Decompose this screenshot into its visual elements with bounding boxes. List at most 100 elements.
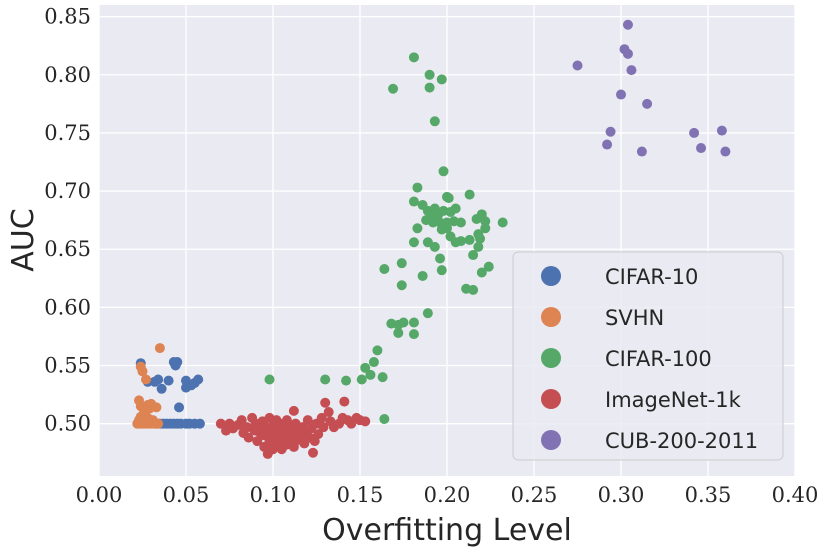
data-point xyxy=(193,374,204,385)
data-point xyxy=(372,345,383,356)
data-point xyxy=(443,193,454,204)
legend-label: SVHN xyxy=(605,306,664,330)
data-point xyxy=(689,127,700,138)
y-tick-label: 0.85 xyxy=(44,5,91,29)
x-tick-label: 0.05 xyxy=(163,483,210,507)
data-point xyxy=(716,125,727,136)
data-point xyxy=(142,400,153,411)
data-point xyxy=(174,402,185,413)
data-point xyxy=(236,415,247,426)
data-point xyxy=(622,19,633,30)
data-point xyxy=(137,418,148,429)
x-axis-label: Overfitting Level xyxy=(322,513,572,548)
data-point xyxy=(428,217,439,228)
x-tick-label: 0.10 xyxy=(250,483,297,507)
data-point xyxy=(473,241,484,252)
data-point xyxy=(252,436,263,447)
data-point xyxy=(435,253,446,264)
x-tick-label: 0.20 xyxy=(424,483,471,507)
data-point xyxy=(412,223,423,234)
data-point xyxy=(622,48,633,59)
legend-label: ImageNet-1k xyxy=(605,388,742,412)
data-point xyxy=(602,139,613,150)
data-point xyxy=(153,418,164,429)
legend-marker xyxy=(541,307,561,327)
data-point xyxy=(170,360,181,371)
data-point xyxy=(151,402,162,413)
legend-label: CIFAR-10 xyxy=(605,265,698,289)
data-point xyxy=(341,375,352,386)
y-tick-label: 0.65 xyxy=(44,237,91,261)
data-point xyxy=(313,429,324,440)
data-point xyxy=(438,166,449,177)
data-point xyxy=(365,369,376,380)
data-point xyxy=(480,223,491,234)
data-point xyxy=(137,366,148,377)
legend-label: CIFAR-100 xyxy=(605,347,712,371)
legend: CIFAR-10 SVHN CIFAR-100 ImageNet-1k CUB-200-… xyxy=(512,251,784,461)
data-point xyxy=(302,415,313,426)
data-point xyxy=(636,146,647,157)
data-point xyxy=(320,374,331,385)
data-point xyxy=(276,419,287,430)
x-axis-ticks: 0.00 0.05 0.10 0.15 0.20 0.25 0.30 0.35 0.40 xyxy=(76,483,819,507)
y-tick-label: 0.60 xyxy=(44,295,91,319)
data-point xyxy=(356,374,367,385)
data-point xyxy=(626,65,637,76)
data-point xyxy=(288,405,299,416)
data-point xyxy=(429,116,440,127)
y-tick-label: 0.80 xyxy=(44,63,91,87)
data-point xyxy=(464,189,475,200)
data-point xyxy=(154,343,165,354)
x-tick-label: 0.30 xyxy=(598,483,645,507)
y-tick-label: 0.75 xyxy=(44,121,91,145)
data-point xyxy=(473,229,484,240)
legend-marker xyxy=(541,430,561,450)
data-point xyxy=(412,182,423,193)
data-point xyxy=(153,374,164,385)
data-point xyxy=(194,418,205,429)
data-point xyxy=(243,432,254,443)
y-axis-ticks: 0.50 0.55 0.60 0.65 0.70 0.75 0.80 0.85 xyxy=(44,5,91,436)
data-point xyxy=(320,397,331,408)
data-point xyxy=(480,216,491,227)
data-point xyxy=(323,407,334,418)
x-tick-label: 0.40 xyxy=(772,483,819,507)
data-point xyxy=(377,372,388,383)
y-tick-label: 0.50 xyxy=(44,412,91,436)
x-tick-label: 0.15 xyxy=(337,483,384,507)
data-point xyxy=(442,223,452,234)
data-point xyxy=(316,412,327,423)
data-point xyxy=(464,234,475,245)
data-point xyxy=(497,217,508,228)
data-point xyxy=(572,60,583,71)
data-point xyxy=(264,374,275,385)
data-point xyxy=(379,263,390,274)
data-point xyxy=(424,82,435,93)
series-svhn xyxy=(132,343,165,429)
data-point xyxy=(422,237,433,248)
data-point xyxy=(368,357,379,368)
data-point xyxy=(379,414,390,425)
data-point xyxy=(424,69,435,80)
data-point xyxy=(139,408,150,419)
data-point xyxy=(308,447,319,458)
data-point xyxy=(616,89,626,100)
data-point xyxy=(398,317,409,328)
data-point xyxy=(396,258,407,269)
legend-box xyxy=(512,251,784,461)
data-point xyxy=(720,146,731,157)
data-point xyxy=(360,362,371,373)
data-point xyxy=(436,74,447,85)
y-axis-label: AUC xyxy=(6,208,41,271)
y-tick-label: 0.55 xyxy=(44,354,91,378)
data-point xyxy=(605,126,616,137)
data-point xyxy=(468,250,479,261)
data-point xyxy=(642,98,653,109)
data-point xyxy=(476,267,487,278)
legend-label: CUB-200-2011 xyxy=(605,429,758,453)
data-point xyxy=(471,213,482,224)
series-cifar-100 xyxy=(264,52,508,425)
data-point xyxy=(455,217,466,228)
